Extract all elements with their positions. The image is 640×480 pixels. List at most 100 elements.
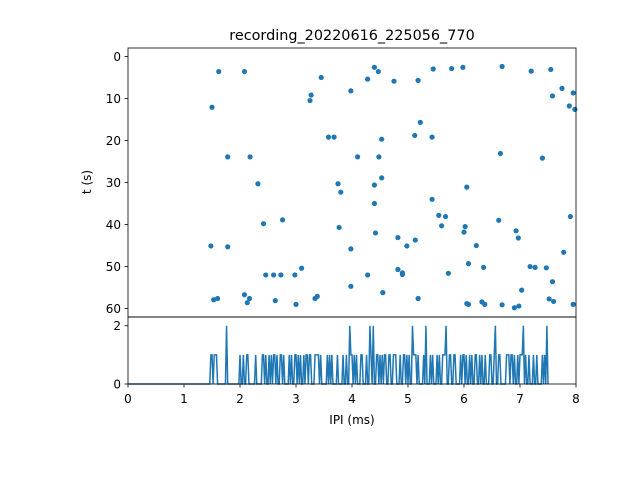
scatter-point bbox=[314, 293, 320, 300]
scatter-point bbox=[371, 182, 377, 188]
scatter-point bbox=[263, 272, 269, 278]
scatter-point bbox=[461, 229, 467, 235]
scatter-point bbox=[292, 272, 298, 278]
scatter-point bbox=[335, 181, 341, 187]
scatter-point bbox=[395, 266, 401, 273]
scatter-point bbox=[439, 223, 445, 229]
scatter-point bbox=[215, 295, 221, 302]
scatter-point bbox=[391, 78, 397, 84]
histogram-x-tick-label: 1 bbox=[180, 392, 188, 406]
scatter-point bbox=[513, 228, 519, 234]
histogram-x-tick-label: 8 bbox=[572, 392, 580, 406]
scatter-point bbox=[465, 261, 472, 267]
scatter-point bbox=[338, 189, 344, 195]
scatter-y-tick-label: 60 bbox=[106, 302, 121, 316]
scatter-point bbox=[516, 303, 522, 309]
histogram-x-ticks: 0 1 2 3 4 5 6 7 8 bbox=[124, 384, 580, 406]
scatter-point bbox=[336, 224, 342, 231]
histogram-y-tick-label: 0 bbox=[113, 378, 121, 392]
histogram-x-tick-label: 2 bbox=[236, 392, 244, 406]
scatter-y-tick-label: 20 bbox=[106, 134, 121, 148]
scatter-point bbox=[527, 263, 533, 270]
scatter-point bbox=[572, 106, 578, 112]
scatter-point bbox=[244, 300, 250, 306]
scatter-y-ticks: 0 10 20 30 40 50 60 bbox=[106, 50, 128, 316]
scatter-point bbox=[567, 213, 574, 220]
scatter-point bbox=[482, 301, 488, 307]
histogram-x-tick-label: 7 bbox=[516, 392, 524, 406]
scatter-point bbox=[348, 246, 354, 252]
scatter-point bbox=[325, 134, 332, 140]
histogram-frame bbox=[127, 316, 577, 385]
scatter-point bbox=[551, 298, 557, 305]
scatter-point bbox=[293, 301, 299, 307]
scatter-point bbox=[445, 270, 451, 276]
histogram-x-tick-label: 3 bbox=[292, 392, 300, 406]
scatter-point bbox=[271, 272, 277, 278]
scatter-point bbox=[415, 77, 421, 83]
scatter-point bbox=[260, 221, 267, 227]
scatter-point bbox=[307, 97, 313, 104]
scatter-point bbox=[379, 136, 385, 142]
scatter-y-tick-label: 40 bbox=[106, 218, 121, 232]
scatter-y-tick-label: 0 bbox=[113, 50, 121, 64]
scatter-point bbox=[449, 65, 455, 72]
scatter-point bbox=[462, 224, 468, 230]
scatter-point bbox=[225, 244, 231, 250]
histogram-x-tick-label: 5 bbox=[404, 392, 412, 406]
scatter-y-tick-label: 30 bbox=[106, 176, 121, 190]
scatter-point bbox=[570, 90, 576, 96]
histogram-y-tick-label: 2 bbox=[113, 319, 121, 333]
scatter-y-axis-label: t (s) bbox=[80, 170, 94, 194]
scatter-point bbox=[241, 292, 248, 298]
scatter-point bbox=[570, 301, 576, 307]
scatter-point bbox=[211, 297, 217, 303]
scatter-point bbox=[519, 287, 525, 293]
scatter-point bbox=[379, 175, 385, 181]
scatter-point bbox=[395, 234, 401, 241]
histogram-x-tick-label: 4 bbox=[348, 392, 356, 406]
scatter-point bbox=[464, 184, 470, 190]
scatter-point bbox=[404, 243, 410, 249]
histogram-y-ticks: 02 bbox=[113, 319, 128, 392]
scatter-point bbox=[415, 295, 421, 302]
scatter-point bbox=[299, 265, 305, 271]
scatter-y-tick-label: 10 bbox=[106, 92, 121, 106]
scatter-point bbox=[417, 119, 423, 125]
scatter-y-tick-label: 50 bbox=[106, 260, 121, 274]
scatter-point bbox=[355, 154, 361, 160]
scatter-point bbox=[548, 66, 554, 73]
histogram-x-tick-label: 0 bbox=[124, 392, 132, 406]
scatter-point bbox=[372, 230, 379, 236]
scatter-point bbox=[511, 305, 517, 311]
scatter-point bbox=[272, 298, 278, 304]
scatter-point bbox=[436, 212, 442, 218]
scatter-point bbox=[532, 264, 538, 271]
scatter-point bbox=[209, 104, 215, 110]
scatter-point bbox=[499, 302, 505, 308]
scatter-point bbox=[497, 150, 503, 157]
scatter-point bbox=[331, 134, 337, 140]
scatter-point bbox=[473, 242, 479, 249]
scatter-point bbox=[559, 85, 565, 91]
scatter-point bbox=[515, 235, 521, 241]
scatter-point bbox=[412, 237, 418, 243]
scatter-point bbox=[216, 68, 222, 75]
scatter-point bbox=[460, 64, 466, 70]
scatter-point bbox=[528, 68, 534, 74]
scatter-point bbox=[549, 93, 556, 99]
scatter-point bbox=[543, 265, 549, 271]
scatter-point bbox=[225, 154, 231, 160]
scatter-point bbox=[499, 63, 505, 70]
scatter-point bbox=[371, 64, 377, 70]
scatter-point bbox=[566, 103, 572, 109]
scatter-point bbox=[375, 68, 381, 75]
chart-title: recording_20220616_225056_770 bbox=[229, 28, 474, 44]
scatter-point bbox=[246, 295, 253, 302]
scatter-point bbox=[549, 279, 556, 285]
scatter-point bbox=[348, 88, 354, 94]
scatter-point bbox=[371, 200, 377, 207]
scatter-point bbox=[412, 132, 418, 139]
